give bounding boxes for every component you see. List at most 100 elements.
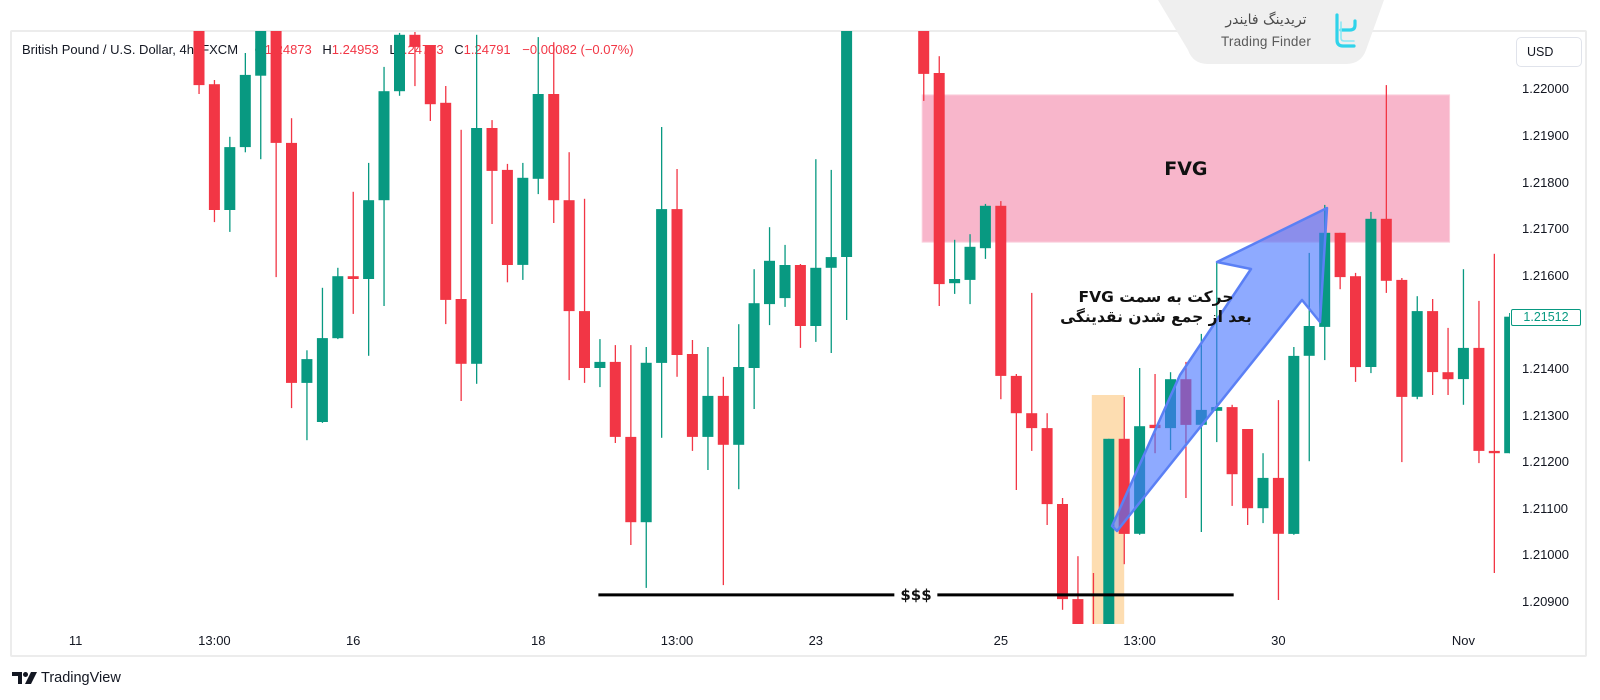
candle-bearish	[286, 118, 297, 409]
high-value: 1.24953	[331, 42, 379, 57]
candle-body	[1411, 311, 1423, 397]
candle-body	[1442, 372, 1454, 380]
candle-body	[764, 260, 775, 305]
price-axis[interactable]: 1.22000 1.21900 1.21800 1.21700 1.21600 1.214…	[1511, 31, 1585, 624]
candle-bullish	[394, 32, 405, 96]
candle-bullish	[1134, 368, 1146, 535]
candle-body	[949, 279, 961, 284]
candle-bearish	[995, 201, 1007, 400]
low-label: L	[389, 42, 397, 57]
candle-bearish	[1226, 404, 1238, 506]
candle-body	[208, 84, 220, 210]
price-tick-label: 1.21200	[1522, 454, 1569, 470]
candle-bullish	[1365, 211, 1377, 374]
candle-bullish	[1319, 204, 1331, 361]
trading-finder-watermark	[1158, 0, 1384, 64]
candle-bearish	[1350, 272, 1361, 382]
candle-wick	[1462, 269, 1465, 405]
candle-body	[455, 299, 467, 364]
currency-button[interactable]: USD	[1516, 37, 1582, 67]
candle-bullish	[810, 159, 822, 342]
candle-body	[1103, 438, 1115, 624]
candle-bullish	[1257, 453, 1269, 524]
candle-wick	[1447, 327, 1449, 395]
candle-body	[1350, 276, 1361, 368]
candle-bullish	[532, 37, 544, 195]
candle-wick	[1200, 333, 1202, 532]
candle-bullish	[471, 34, 483, 384]
candle-body	[810, 267, 822, 326]
time-tick-label: 23	[808, 633, 824, 648]
candle-body	[579, 311, 590, 368]
candle-bearish	[933, 56, 945, 307]
candle-body	[671, 209, 683, 355]
candle-body	[332, 276, 344, 339]
candle-wick	[1493, 253, 1495, 574]
tradingview-logo-icon	[12, 672, 37, 684]
candle-body	[933, 73, 945, 285]
candle-bearish	[1488, 253, 1500, 574]
candle-bearish	[1427, 299, 1439, 395]
candle-bearish	[1380, 85, 1392, 293]
candle-body	[1303, 326, 1315, 356]
note-line-1: حرکت به سمت FVG	[1078, 288, 1234, 306]
candle-bullish	[825, 169, 837, 353]
candle-bullish	[378, 66, 390, 307]
candle-bearish	[579, 198, 590, 383]
price-tick-label: 1.21100	[1522, 500, 1569, 516]
candle-body	[979, 205, 991, 249]
candle-bullish	[733, 324, 745, 490]
price-tick-label: 1.21600	[1522, 267, 1569, 283]
candle-bearish	[1057, 498, 1068, 610]
candle-bearish	[609, 345, 621, 443]
close-label: C	[454, 42, 464, 57]
tradingview-logo-link[interactable]: TradingView	[12, 669, 121, 687]
candle-bearish	[409, 32, 421, 87]
price-change: −0.00082 (−0.07%)	[522, 42, 634, 57]
candle-body	[1488, 450, 1500, 454]
candle-bearish	[1010, 374, 1022, 490]
candle-body	[594, 361, 606, 368]
symbol-title: British Pound / U.S. Dollar, 4h, FXCM	[22, 42, 239, 57]
price-tick-label: 1.21800	[1522, 174, 1569, 190]
candle-body	[1057, 504, 1068, 600]
candle-wick	[1015, 374, 1017, 490]
candle-body	[1072, 599, 1084, 624]
fvg-zone[interactable]	[921, 94, 1451, 243]
candle-bearish	[270, 31, 282, 278]
candle-body	[1149, 424, 1161, 429]
time-axis[interactable]: 11 13:00 16 18 13:00 23 25 13:00 30 Nov	[10, 630, 1510, 654]
candle-bullish	[239, 53, 251, 153]
candle-wick	[491, 120, 493, 224]
candle-bearish	[1396, 278, 1408, 463]
candle-bullish	[594, 339, 606, 388]
time-tick-label: 13:00	[1123, 633, 1156, 648]
candle-body	[363, 200, 375, 279]
candle-body	[794, 265, 806, 326]
candle-wick	[954, 239, 956, 294]
candle-bullish	[656, 127, 668, 438]
tradingview-logo-text: TradingView	[41, 670, 121, 686]
candle-bullish	[517, 162, 529, 280]
candle-body	[609, 361, 621, 437]
candle-body	[1257, 477, 1269, 509]
candle-body	[224, 147, 236, 210]
candle-body	[286, 142, 297, 383]
candle-bearish	[424, 45, 436, 121]
price-tick-label: 1.21300	[1522, 407, 1569, 423]
candle-body	[409, 34, 421, 47]
candle-body	[1504, 316, 1510, 454]
candle-wick	[1308, 252, 1310, 462]
candle-bearish	[208, 80, 220, 223]
candle-bearish	[1149, 374, 1161, 454]
candle-bullish	[979, 203, 991, 259]
candle-body	[316, 338, 328, 422]
candle-bullish	[1103, 438, 1115, 624]
candle-body	[501, 169, 513, 265]
price-tick-label: 1.21400	[1522, 360, 1569, 376]
arrow-up-right-icon[interactable]	[1110, 206, 1329, 533]
candle-body	[1365, 218, 1377, 367]
candle-bullish	[1303, 252, 1315, 462]
candle-wick	[414, 32, 416, 87]
